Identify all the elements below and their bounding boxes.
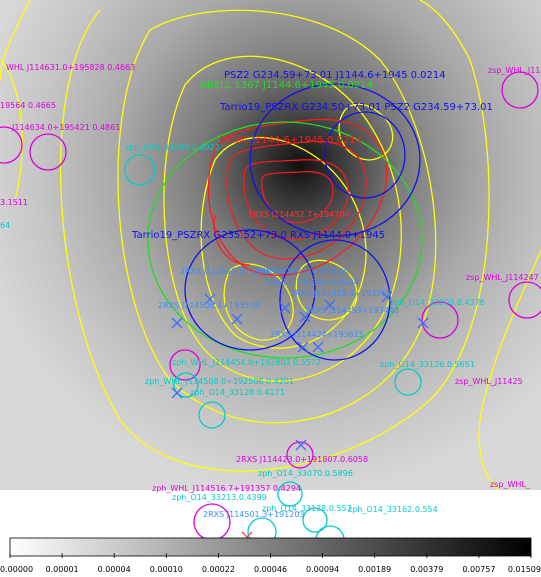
colorbar-ticks: 0.00000 0.00001 0.00004 0.00010 0.00022 0.000…: [0, 553, 541, 574]
colorbar-tick-label: 0.00004: [98, 565, 131, 574]
label-zph-lower: zph_O14_33070.0.5896: [258, 469, 353, 478]
colorbar-tick-label: 0.00010: [150, 565, 183, 574]
label-rxs-lower: 2RXS J114423.0+191807.0.6058: [236, 455, 368, 464]
label-rxs-center: 1RXS J114452.7+194706: [248, 210, 350, 219]
colorbar-tick-label: 0.00757: [462, 565, 495, 574]
colorbar-tick-label: 0.00046: [254, 565, 287, 574]
label-zph-lower4: zph_O14_33128.0.557: [262, 504, 352, 513]
label-zph-mid1: zph_WHL_J114454.0+192803 0.5572: [172, 358, 321, 367]
label-rxs-mid1: 2RXS J114515.6+194019: [180, 267, 282, 276]
yellow-contours: [0, 0, 541, 491]
label-whl-right: zsp_WHL_J114247: [466, 273, 539, 282]
label-zph-right: zph_O14_33000.0.4376: [390, 298, 485, 307]
label-tarrio-top: Tarrio19_PSZRX G234.50+73.01 PSZ2 G234.5…: [219, 102, 493, 113]
label-small-left: 3.1511: [0, 198, 28, 207]
label-whl-topleft: WHL J114631.0+195828 0.4663: [6, 63, 135, 72]
label-rxs-mid3: 2RXS J114438+193924: [265, 278, 359, 287]
label-whl-bottomright: zsp_WHL_: [490, 480, 531, 489]
colorbar-tick-label: 0.00001: [46, 565, 79, 574]
label-psz2: PSZ2 G234.59+73.01 J1144.6+1945 0.0214: [224, 70, 446, 81]
label-rxs-mid4: 2RXS J114506.1+193539: [158, 301, 260, 310]
xray-source-markers: [171, 291, 429, 451]
label-tarrio-mid: Tarrio19_PSZRX G235.52+73.0 RXS J1144.0+…: [131, 230, 385, 241]
label-whl-lower: zph_WHL_J114516.7+191357 0.4294: [152, 484, 301, 493]
label-whl-topleft2: 19564 0.4665: [0, 101, 56, 110]
label-rxs-bottom: 2RXS J114501.3+191203: [203, 510, 305, 519]
colorbar-tick-label: 0.00379: [410, 565, 443, 574]
colorbar-tick-label: 0.01509: [508, 565, 541, 574]
abell-green-circle: [147, 121, 423, 359]
label-mcxc: MCXC J1144.6+1945 0.0214: [220, 135, 362, 146]
label-zph-topleft: zph_O14_33286 0.4922: [125, 143, 220, 152]
colorbar-tick-label: 0.00000: [0, 565, 33, 574]
colorbar: 0.00000 0.00001 0.00004 0.00010 0.00022 0.000…: [0, 537, 541, 574]
label-whl-topright: zsp_WHL_J1144: [488, 66, 541, 75]
colorbar-tick-label: 0.00189: [358, 565, 391, 574]
label-zph-mid3: zph_O14_33128 0.4171: [190, 388, 285, 397]
label-whl-right2: zsp_WHL_J11425: [455, 377, 523, 386]
colorbar-tick-label: 0.00022: [202, 565, 235, 574]
magenta-circles: [0, 71, 541, 541]
label-abell: ABELL 1367 J1144.6+1945 0.0214: [200, 80, 373, 91]
label-small-left2: 64: [0, 221, 10, 230]
label-rxs-mid6: 2RXS J114453+193440: [305, 306, 399, 315]
label-rxs-mid5: 2RXS J114428.4+193758: [290, 289, 392, 298]
label-zph-lower3: zph_O14_33162.0.554: [348, 505, 438, 514]
label-whl-topleft3: J114634.0+195421 0.4861: [11, 123, 120, 132]
blue-circles: [184, 83, 421, 361]
label-zph-right2: zph_O14_33126.0.5651: [380, 360, 475, 369]
colorbar-tick-label: 0.00094: [306, 565, 339, 574]
label-zph-mid2: zph_WHL_J114508.0+192508 0.4201: [145, 377, 294, 386]
label-rxs-mid2: 2RXS J114437+194026: [255, 267, 349, 276]
label-rxs-mid7: 2RXS J114424+193615: [270, 330, 364, 339]
label-zph-lower2: zph_O14_33213.0.4399: [172, 493, 267, 502]
sky-image: [0, 0, 541, 490]
